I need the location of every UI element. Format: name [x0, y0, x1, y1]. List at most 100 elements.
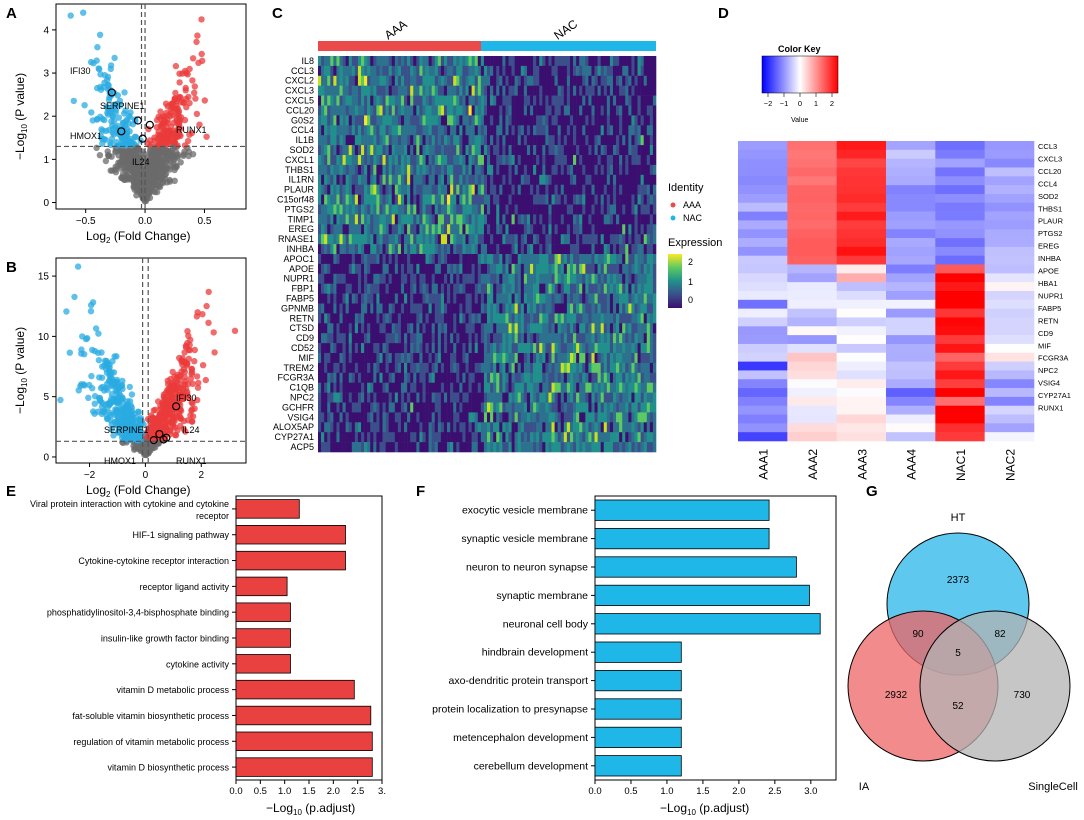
heatmap-c-cell — [625, 323, 629, 334]
heatmap-c-cell — [480, 234, 485, 245]
heatmap-c-cell — [388, 95, 393, 106]
heatmap-c-cell — [477, 125, 482, 136]
heatmap-c-cell — [318, 174, 322, 185]
heatmap-c-cell — [628, 254, 632, 265]
heatmap-c-cell — [569, 273, 574, 284]
heatmap-c-cell — [487, 224, 491, 235]
heatmap-c-cell — [345, 95, 350, 106]
heatmap-c-cell — [526, 115, 531, 126]
heatmap-c-cell — [560, 95, 565, 106]
heatmap-c-cell — [579, 313, 583, 324]
heatmap-c-cell — [619, 135, 623, 146]
heatmap-c-cell — [569, 224, 574, 235]
heatmap-c-cell — [640, 105, 645, 116]
heatmap-c-cell — [557, 204, 562, 215]
heatmap-c-cell — [603, 313, 608, 324]
heatmap-c-cell — [345, 56, 350, 67]
heatmap-c-cell — [616, 313, 620, 324]
heatmap-c-cell — [327, 125, 331, 136]
heatmap-c-cell — [579, 224, 583, 235]
volcano-point — [104, 400, 112, 407]
heatmap-c-cell — [367, 293, 371, 304]
heatmap-c-cell — [450, 283, 454, 294]
heatmap-c-cell — [373, 65, 377, 77]
heatmap-c-cell — [361, 105, 365, 116]
heatmap-c-cell — [573, 244, 577, 255]
heatmap-c-cell — [505, 303, 509, 314]
heatmap-c-cell — [551, 56, 555, 67]
heatmap-c-cell — [462, 125, 466, 136]
heatmap-c-cell — [391, 283, 396, 294]
heatmap-c-cell — [554, 244, 558, 255]
heatmap-c-cell — [536, 234, 540, 245]
heatmap-c-cell — [594, 85, 598, 96]
heatmap-c-cell — [542, 263, 546, 275]
heatmap-c-cell — [606, 115, 611, 126]
heatmap-c-cell — [508, 323, 512, 334]
heatmap-c-cell — [351, 145, 356, 156]
heatmap-c-cell — [321, 184, 325, 195]
heatmap-c-cell — [413, 204, 417, 215]
heatmap-c-cell — [619, 244, 623, 255]
heatmap-c-cell — [468, 224, 472, 235]
heatmap-c-cell — [440, 254, 445, 265]
heatmap-c-cell — [533, 125, 537, 136]
heatmap-c-cell — [499, 85, 503, 96]
heatmap-c-cell — [354, 95, 359, 106]
heatmap-c-cell — [471, 164, 476, 176]
heatmap-c-cell — [425, 283, 429, 294]
heatmap-c-cell — [517, 75, 522, 86]
heatmap-c-cell — [631, 234, 635, 245]
heatmap-c-cell — [404, 115, 408, 126]
heatmap-c-cell — [462, 184, 466, 195]
heatmap-c-cell — [579, 204, 583, 215]
heatmap-c-cell — [434, 283, 439, 294]
heatmap-c-cell — [373, 333, 377, 344]
heatmap-c-cell — [622, 283, 626, 294]
heatmap-c-cell — [551, 164, 555, 176]
heatmap-c-cell — [385, 234, 389, 245]
heatmap-c-cell — [563, 135, 568, 146]
heatmap-c-cell — [407, 224, 411, 235]
heatmap-c-cell — [388, 155, 393, 166]
heatmap-c-cell — [327, 333, 331, 344]
heatmap-c-cell — [443, 174, 448, 185]
highlight-point — [107, 88, 116, 97]
heatmap-c-cell — [557, 293, 562, 304]
heatmap-c-cell — [413, 263, 417, 275]
heatmap-c-cell — [640, 75, 645, 86]
heatmap-c-cell — [345, 333, 350, 344]
heatmap-c-cell — [318, 204, 322, 215]
volcano-b-frame — [55, 257, 247, 464]
heatmap-c-cell — [483, 115, 488, 126]
heatmap-c-cell — [351, 323, 356, 334]
heatmap-c-cell — [428, 194, 432, 205]
volcano-point — [185, 394, 192, 401]
heatmap-c-cell — [357, 75, 362, 86]
heatmap-c-cell — [431, 293, 436, 304]
heatmap-c-cell — [545, 254, 549, 265]
heatmap-c-cell — [542, 56, 546, 67]
heatmap-c-cell — [557, 263, 562, 275]
heatmap-c-cell — [385, 214, 389, 225]
heatmap-c-cell — [379, 85, 383, 96]
heatmap-c-cell — [382, 234, 386, 245]
heatmap-c-cell — [569, 174, 574, 185]
heatmap-c-cell — [631, 323, 635, 334]
heatmap-c-cell — [585, 85, 589, 96]
heatmap-c-cell — [545, 85, 549, 96]
heatmap-c-cell — [594, 244, 598, 255]
heatmap-c-cell — [545, 135, 549, 146]
heatmap-c-cell — [321, 214, 325, 225]
heatmap-c-cell — [400, 224, 405, 235]
volcano-point — [126, 398, 134, 405]
volcano-point — [188, 418, 196, 425]
heatmap-c-cell — [646, 254, 651, 265]
heatmap-c-cell — [443, 184, 448, 195]
heatmap-c-cell — [459, 75, 463, 86]
heatmap-c-cell — [453, 125, 457, 136]
heatmap-c-cell — [342, 75, 346, 86]
heatmap-c-cell — [367, 85, 371, 96]
heatmap-c-cell — [523, 115, 528, 126]
heatmap-c-cell — [345, 194, 350, 205]
